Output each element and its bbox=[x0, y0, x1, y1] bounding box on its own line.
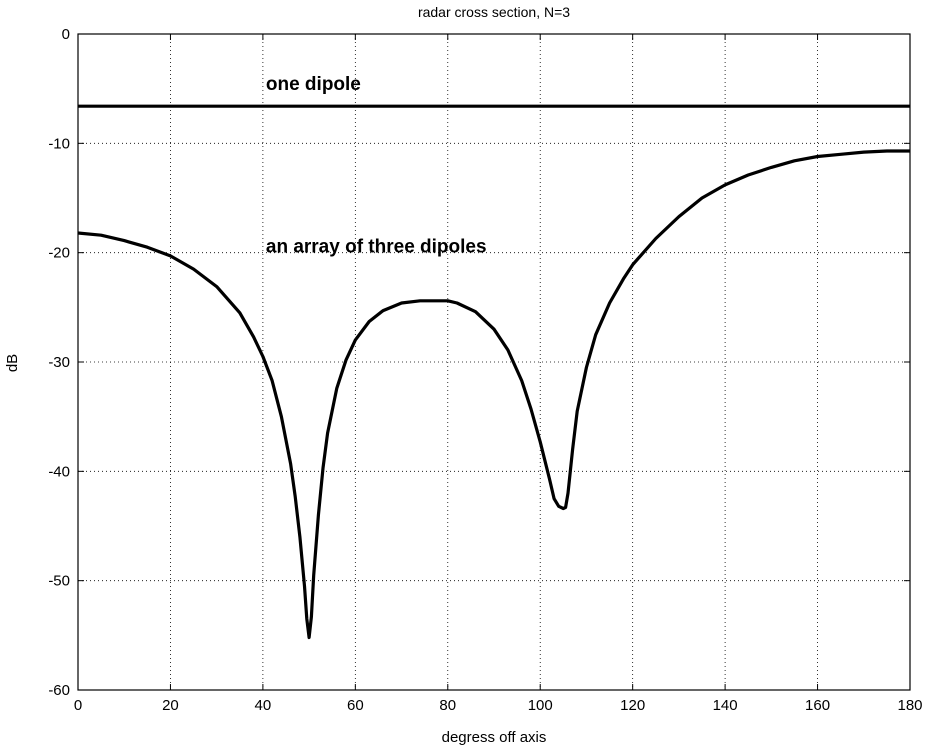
y-tick-label: -10 bbox=[48, 135, 70, 152]
y-axis-label: dB bbox=[4, 354, 21, 372]
y-tick-label: -60 bbox=[48, 682, 70, 699]
y-tick-label: -20 bbox=[48, 245, 70, 262]
grid-lines bbox=[78, 34, 910, 690]
x-tick-label: 100 bbox=[528, 697, 553, 714]
x-tick-label: 180 bbox=[897, 697, 922, 714]
x-tick-label: 20 bbox=[162, 697, 179, 714]
tick-labels: 0 20 40 60 80 100 120 140 160 180 0 -10 -20 -30 -40 -50… bbox=[48, 26, 922, 714]
x-tick-label: 80 bbox=[439, 697, 456, 714]
y-tick-label: -30 bbox=[48, 354, 70, 371]
x-tick-label: 120 bbox=[620, 697, 645, 714]
y-tick-label: -50 bbox=[48, 573, 70, 590]
y-tick-label: 0 bbox=[62, 26, 70, 43]
data-series bbox=[77, 104, 910, 640]
annotation-one-dipole: one dipole bbox=[266, 74, 361, 95]
axis-ticks bbox=[77, 33, 911, 691]
x-tick-label: 0 bbox=[74, 697, 82, 714]
annotation-three-dipoles: an array of three dipoles bbox=[266, 237, 487, 258]
x-tick-label: 40 bbox=[255, 697, 272, 714]
x-tick-label: 140 bbox=[713, 697, 738, 714]
y-tick-label: -40 bbox=[48, 463, 70, 480]
x-tick-label: 60 bbox=[347, 697, 364, 714]
chart-title: radar cross section, N=3 bbox=[418, 4, 570, 20]
series-line-three-dipoles bbox=[77, 149, 910, 640]
x-tick-label: 160 bbox=[805, 697, 830, 714]
x-axis-label: degress off axis bbox=[442, 729, 547, 746]
annotations: one dipole an array of three dipoles bbox=[266, 74, 487, 258]
